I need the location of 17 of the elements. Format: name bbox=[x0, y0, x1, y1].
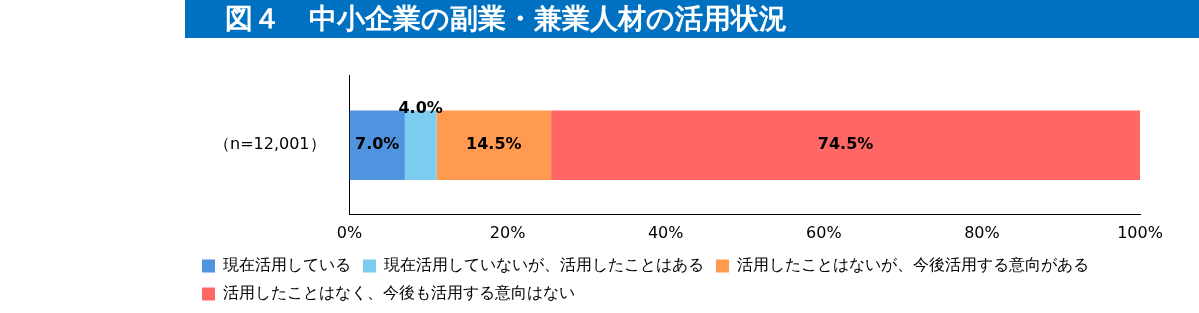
x-tick-label: 0% bbox=[336, 222, 363, 242]
legend-label: 現在活用している bbox=[223, 255, 351, 275]
x-tick-label: 40% bbox=[647, 222, 684, 242]
data-label: 14.5% bbox=[466, 134, 522, 154]
data-label: 74.5% bbox=[817, 134, 874, 154]
legend-label: 活用したことはないが、今後活用する意向がある bbox=[737, 255, 1089, 275]
bar bbox=[551, 110, 1140, 180]
y-tick-label: （n=12,001） bbox=[214, 134, 326, 154]
chart-title: 図４ 中小企業の副業・兼業人材の活用状況 bbox=[185, 0, 1199, 38]
x-tick-label: 100% bbox=[1117, 222, 1163, 242]
data-label: 4.0% bbox=[398, 97, 443, 117]
data-label: 7.0% bbox=[355, 134, 400, 154]
legend-label: 活用したことはなく、今後も活用する意向はない bbox=[223, 283, 575, 303]
legend-label: 現在活用していないが、活用したことはある bbox=[384, 255, 704, 275]
x-tick-label: 80% bbox=[964, 222, 1000, 242]
x-tick-label: 60% bbox=[806, 222, 842, 242]
x-tick-label: 20% bbox=[489, 222, 526, 242]
